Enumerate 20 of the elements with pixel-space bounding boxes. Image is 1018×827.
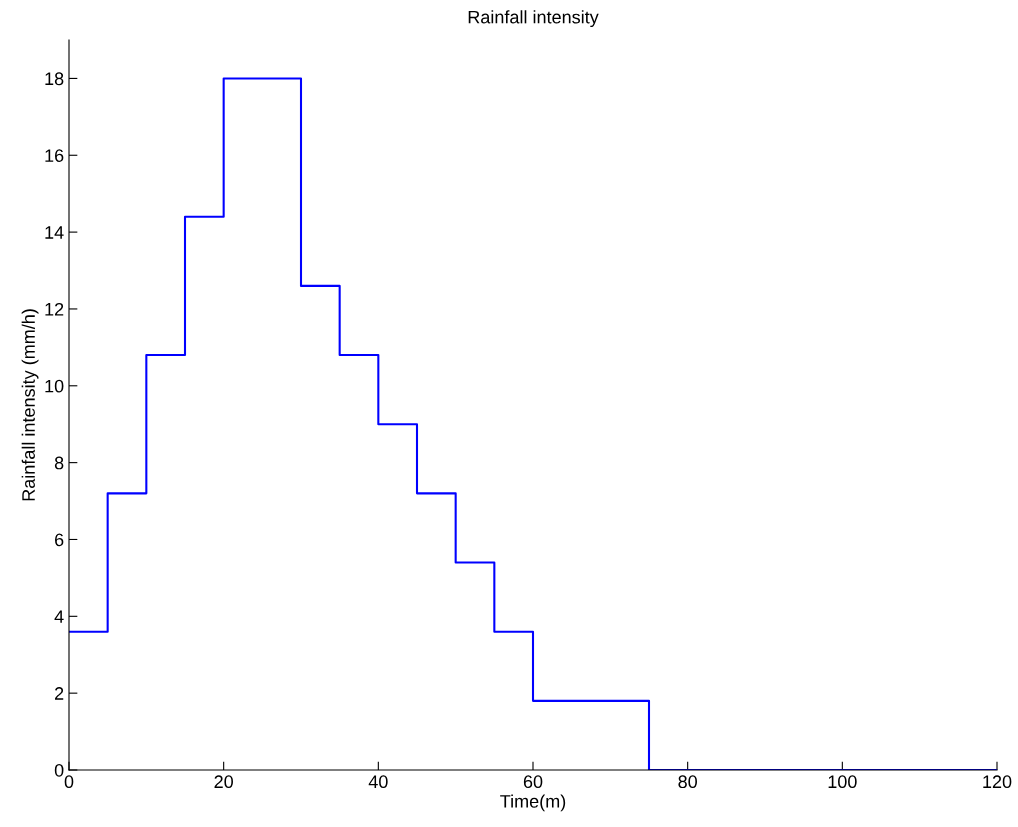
y-axis-title: Rainfall intensity (mm/h) [21, 309, 39, 501]
x-tick-label: 100 [828, 775, 857, 789]
y-tick-label: 14 [45, 226, 64, 239]
y-tick-label: 6 [55, 533, 64, 547]
y-tick-label: 10 [45, 379, 64, 393]
x-tick-label: 80 [678, 775, 697, 789]
x-tick-label: 20 [214, 775, 233, 789]
chart-title: Rainfall intensity [468, 10, 599, 28]
x-tick-label: 40 [368, 775, 388, 789]
y-tick-label: 4 [54, 610, 64, 623]
y-tick-label: 16 [45, 149, 64, 162]
x-tick-label: 60 [523, 775, 543, 789]
y-tick-label: 18 [45, 72, 64, 86]
y-tick-label: 2 [55, 687, 64, 700]
y-tick-label: 8 [54, 456, 64, 470]
y-tick-label: 12 [45, 302, 64, 316]
x-tick-label: 120 [983, 775, 1012, 789]
y-tick-label: 0 [54, 763, 64, 777]
x-tick-label: 0 [64, 775, 74, 789]
x-axis-title: Time(m) [500, 794, 566, 812]
